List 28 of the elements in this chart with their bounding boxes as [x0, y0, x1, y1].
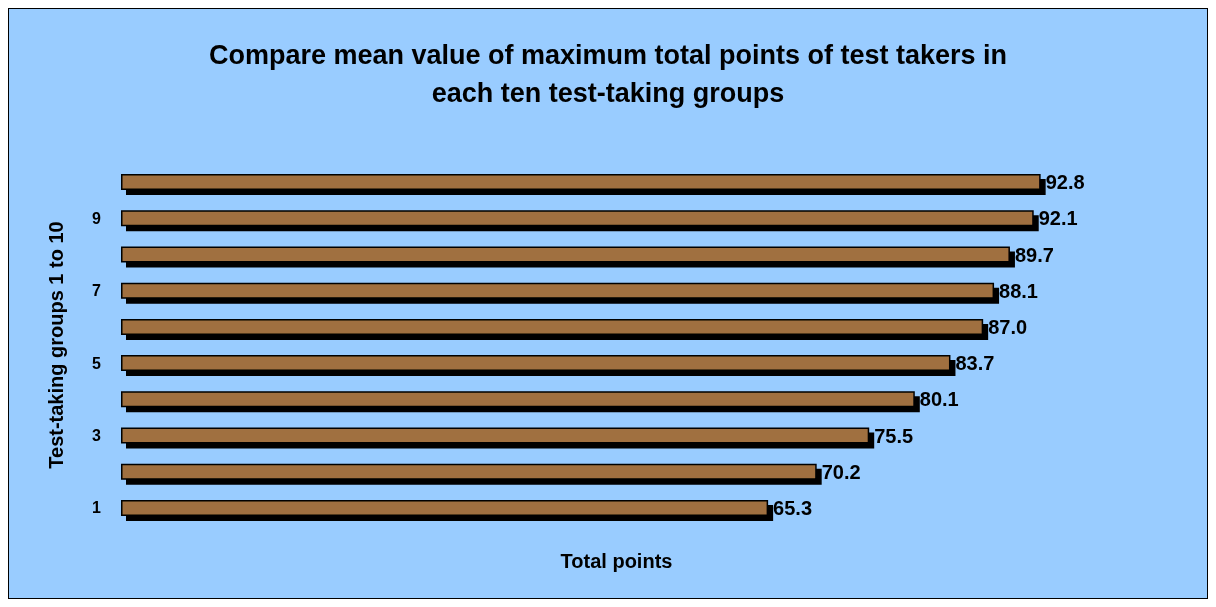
y-tick-label: 9: [92, 209, 102, 227]
data-label: 89.7: [1014, 243, 1054, 266]
bar: [121, 391, 915, 408]
bar: [121, 246, 1010, 263]
data-label: 92.8: [1045, 171, 1085, 194]
data-label: 65.3: [773, 496, 813, 519]
y-tick-label: 5: [92, 354, 102, 372]
x-axis-title: Total points: [560, 550, 673, 572]
bar: [121, 463, 817, 480]
bar: [121, 210, 1034, 227]
data-label: 75.5: [874, 424, 914, 447]
bar: [121, 499, 769, 516]
bar: [121, 282, 995, 299]
bar: [121, 318, 984, 335]
data-label: 92.1: [1038, 207, 1078, 230]
y-tick-label: 7: [92, 282, 102, 300]
data-label: 88.1: [999, 279, 1039, 302]
data-label: 83.7: [955, 352, 995, 375]
data-label: 70.2: [821, 460, 861, 483]
bar: [121, 174, 1041, 191]
chart-title: Compare mean value of maximum total points of test takers in each ten test-taking groups: [208, 40, 1008, 108]
data-label: 87.0: [988, 315, 1028, 338]
y-axis-title: Test-taking groups 1 to 10: [45, 221, 67, 469]
bar: [121, 427, 870, 444]
y-tick-label: 1: [92, 499, 102, 517]
data-label: 80.1: [919, 388, 959, 411]
bar: [121, 355, 951, 372]
y-tick-label: 3: [92, 427, 102, 444]
